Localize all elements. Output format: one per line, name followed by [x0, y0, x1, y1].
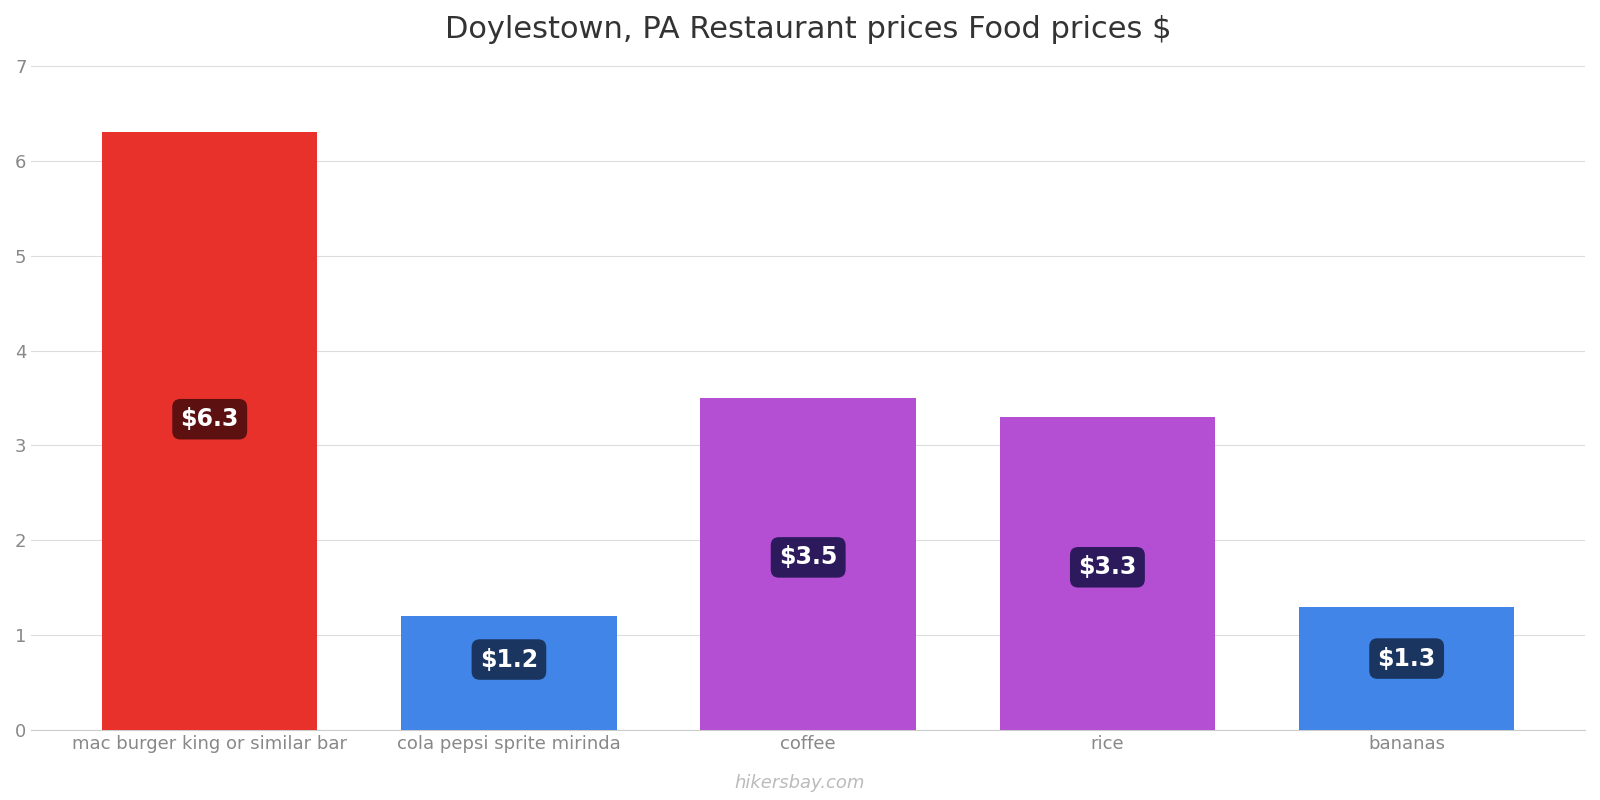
Text: $3.3: $3.3: [1078, 555, 1136, 579]
Bar: [1299, 606, 1514, 730]
Text: $1.3: $1.3: [1378, 646, 1435, 670]
Bar: [1000, 417, 1214, 730]
Text: hikersbay.com: hikersbay.com: [734, 774, 866, 792]
Title: Doylestown, PA Restaurant prices Food prices $: Doylestown, PA Restaurant prices Food pr…: [445, 15, 1171, 44]
Text: $1.2: $1.2: [480, 647, 538, 671]
Bar: [102, 132, 317, 730]
Bar: [402, 616, 616, 730]
Text: $3.5: $3.5: [779, 546, 837, 570]
Bar: [701, 398, 915, 730]
Text: $6.3: $6.3: [181, 407, 238, 431]
